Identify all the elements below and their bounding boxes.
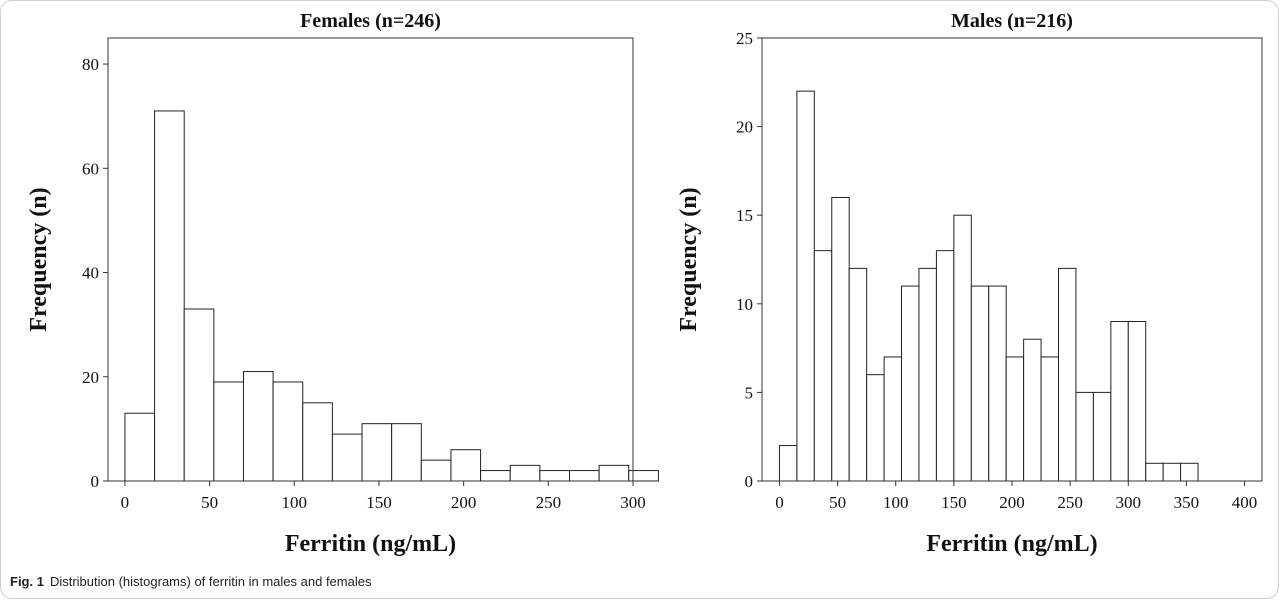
histogram-bar — [1023, 338, 1042, 482]
histogram-bar — [539, 470, 570, 482]
x-axis-label: Ferritin (ng/mL) — [285, 531, 456, 557]
histogram-bar — [1110, 321, 1129, 482]
females-histogram: Females (n=246) 0 20 40 60 80 0 50 100 150 200 250 3… — [26, 10, 659, 557]
y-tick-label: 60 — [82, 159, 99, 178]
x-tick-label: 250 — [1057, 493, 1083, 512]
chart-title: Males (n=216) — [951, 10, 1073, 32]
histogram-bar — [628, 470, 659, 482]
histogram-bar — [124, 412, 156, 482]
y-tick-label: 5 — [745, 383, 754, 402]
x-tick-label: 150 — [941, 493, 967, 512]
plot-frame — [107, 37, 634, 482]
x-tick-label: 0 — [775, 493, 784, 512]
histogram-bar — [480, 470, 511, 482]
x-tick-label: 0 — [121, 493, 130, 512]
x-axis-label: Ferritin (ng/mL) — [926, 531, 1097, 557]
histogram-bar — [302, 402, 333, 482]
histogram-bar — [1162, 462, 1182, 482]
y-axis-label: Frequency (n) — [676, 187, 702, 331]
caption-text: Distribution (histograms) of ferritin in… — [49, 574, 372, 589]
x-tick-label: 250 — [536, 493, 562, 512]
y-tick-label: 10 — [736, 295, 753, 314]
x-tick-label: 200 — [999, 493, 1025, 512]
histogram-bar — [1145, 462, 1164, 482]
histogram-bar — [1180, 462, 1199, 482]
x-tick-label: 150 — [366, 493, 392, 512]
y-axis-label: Frequency (n) — [26, 187, 52, 331]
x-tick-label: 200 — [451, 493, 477, 512]
x-tick-label: 100 — [282, 493, 308, 512]
histogram-bar — [935, 250, 955, 482]
x-tick-label: 50 — [829, 493, 846, 512]
y-tick-label: 80 — [82, 55, 99, 74]
y-tick-label: 0 — [91, 472, 100, 491]
x-tick-label: 100 — [883, 493, 909, 512]
x-tick-label: 300 — [1116, 493, 1142, 512]
x-tick-label: 400 — [1232, 493, 1258, 512]
histogram-bar — [568, 470, 600, 482]
histogram-bar — [901, 285, 920, 482]
histogram-bar — [331, 433, 363, 482]
y-tick-label: 40 — [82, 264, 99, 283]
histogram-bar — [391, 423, 422, 482]
histogram-bar — [1092, 391, 1112, 482]
histogram-bar — [361, 423, 393, 482]
histogram-bar — [450, 449, 482, 482]
histogram-bar — [953, 214, 972, 482]
figure-caption: Fig. 1 Distribution (histograms) of ferri… — [10, 574, 371, 589]
histogram-bar — [918, 267, 937, 482]
x-tick-label: 350 — [1174, 493, 1200, 512]
histogram-bar — [1127, 321, 1147, 482]
histogram-bar — [183, 308, 215, 482]
histogram-bar — [831, 196, 850, 482]
x-tick-label: 300 — [620, 493, 646, 512]
histogram-bar — [1058, 267, 1077, 482]
histogram-bar — [848, 267, 868, 482]
histogram-bar — [883, 356, 903, 482]
histogram-bar — [866, 374, 885, 482]
y-tick-label: 0 — [745, 472, 754, 491]
y-tick-label: 25 — [736, 29, 753, 48]
y-tick-label: 20 — [82, 368, 99, 387]
histogram-bar — [154, 110, 185, 482]
y-tick-label: 15 — [736, 206, 753, 225]
histogram-bar — [598, 464, 630, 482]
histogram-bar — [420, 459, 452, 482]
y-tick-label: 20 — [736, 118, 753, 137]
chart-title: Females (n=246) — [300, 10, 441, 32]
histogram-bar — [796, 90, 815, 482]
histogram-bar — [272, 381, 304, 482]
histogram-bar — [509, 464, 541, 482]
histogram-bar — [242, 371, 274, 482]
caption-label: Fig. 1 — [10, 574, 44, 589]
histogram-bar — [813, 250, 833, 482]
x-tick-label: 50 — [201, 493, 218, 512]
histogram-bar — [1075, 391, 1094, 482]
histogram-bar — [1040, 356, 1060, 482]
histogram-bar — [1005, 356, 1025, 482]
histogram-bar — [213, 381, 244, 482]
histogram-bar — [988, 285, 1007, 482]
histogram-bar — [970, 285, 990, 482]
histogram-bar — [778, 445, 798, 482]
